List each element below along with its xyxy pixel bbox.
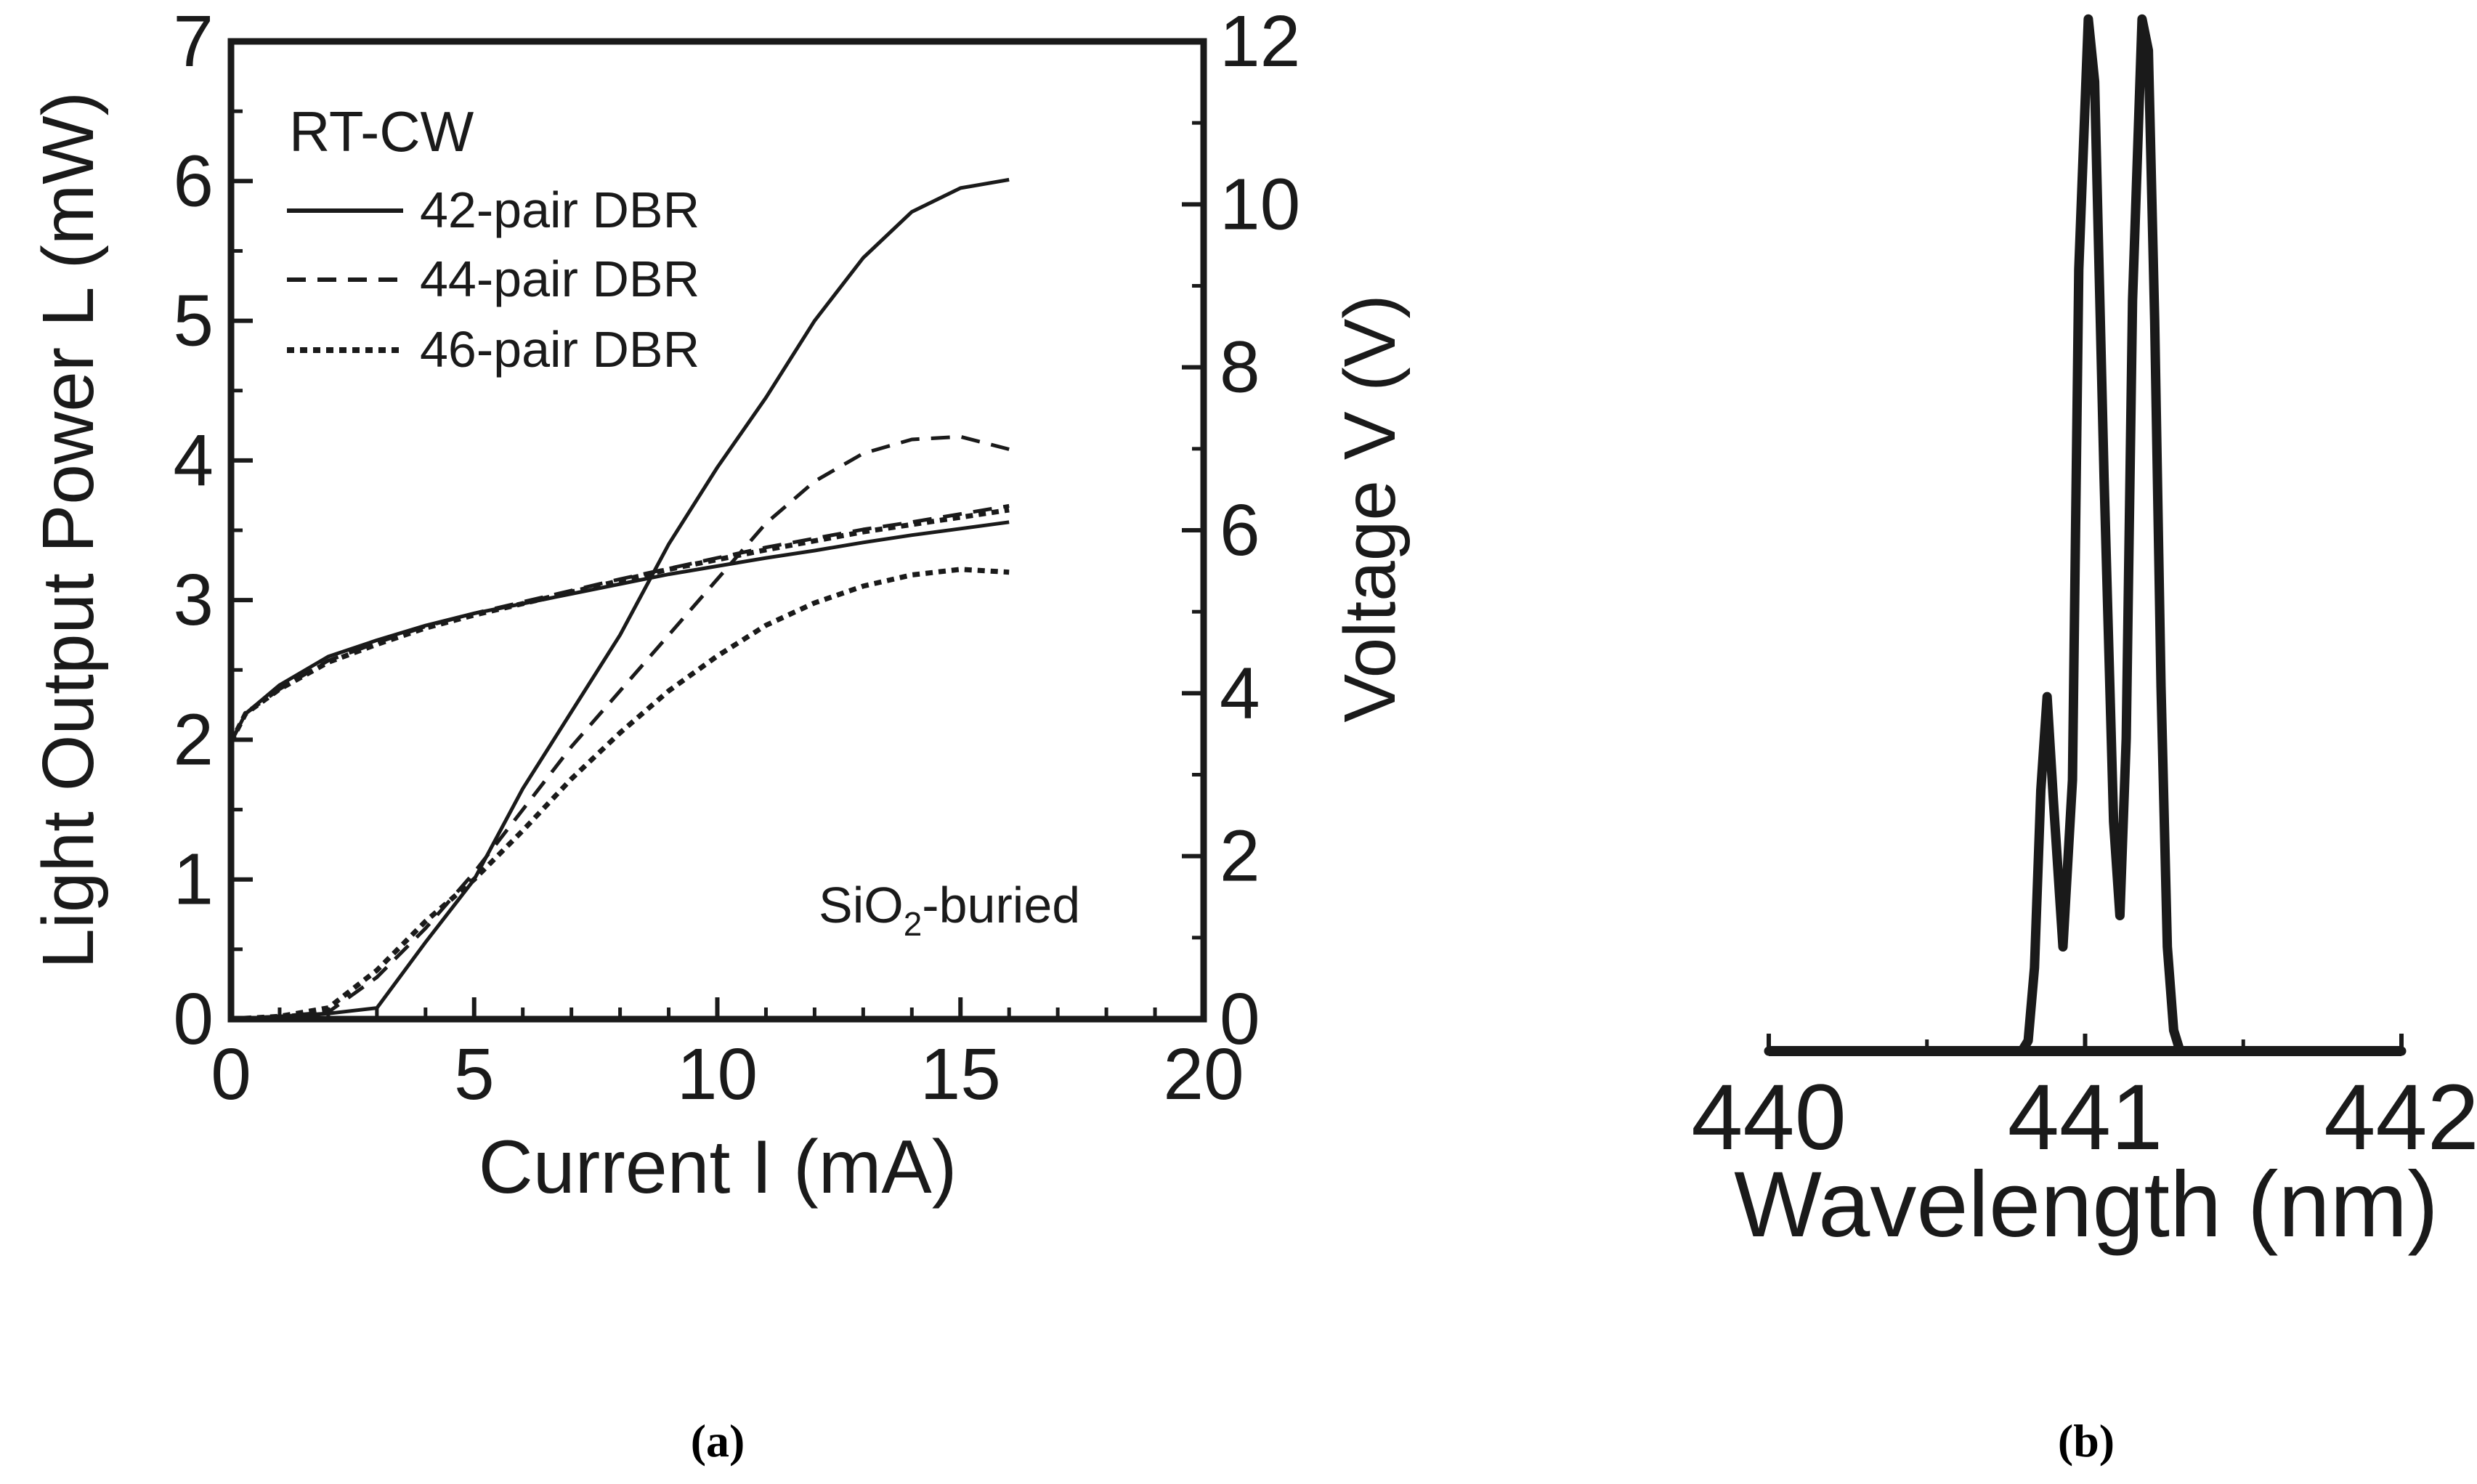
x-axis-ticks: 0 5 10 15 20 [211,997,1244,1115]
annotation-main: SiO [819,877,904,933]
x-axis-title-b: Wavelength (nm) [1734,1153,2439,1257]
y-left-tick-label: 7 [173,1,214,82]
x-tick-label: 20 [1163,1034,1244,1115]
annotation-sio2-buried: SiO2-buried [819,877,1080,943]
annotation-rest: -buried [922,877,1080,933]
series-l-46-pair-dbr [230,567,1010,1022]
y-right-tick-label: 10 [1220,163,1300,245]
y-left-tick-label: 6 [173,140,214,222]
legend-label-44: 44-pair DBR [420,251,700,307]
series-l-42-pair-dbr [230,177,1010,1021]
series-v-44-pair-dbr [229,503,1010,743]
legend-label-42: 42-pair DBR [420,182,700,238]
legend-label-46: 46-pair DBR [420,321,700,378]
y-left-tick-label: 2 [173,699,214,780]
y-left-tick-label: 1 [173,839,214,920]
y-right-tick-label: 8 [1220,327,1260,408]
y-right-tick-label: 4 [1220,652,1260,734]
panel-b-chart: 440 441 442 Wavelength (nm) [1691,14,2477,1257]
y-left-tick-label: 0 [173,978,214,1060]
y-left-tick-label: 4 [173,420,214,501]
y-axis-left-ticks: 0 1 2 3 4 5 6 7 [173,1,253,1060]
plot-frame-a [227,38,1207,1023]
x-tick-label: 5 [454,1034,495,1115]
y-axis-left-title: Light Output Power L (mW) [28,92,109,969]
x-tick-label: 15 [920,1034,1001,1115]
x-tick-label: 10 [677,1034,758,1115]
x-tick-label-b: 442 [2324,1066,2477,1169]
panel-label-a: (a) [691,1415,745,1467]
x-tick-label: 0 [211,1034,251,1115]
y-right-tick-label: 2 [1220,816,1260,897]
spectrum-line [1764,14,2407,1056]
x-tick-label-b: 440 [1691,1066,1846,1169]
series-v-46-pair-dbr [228,507,1010,744]
annotation-subscript: 2 [904,905,923,943]
x-tick-label-b: 441 [2008,1066,2163,1169]
y-right-tick-label: 12 [1220,1,1300,82]
spectrum-series [1764,14,2407,1056]
legend: RT-CW 42-pair DBR 44-pair DBR 46-pair DB… [287,100,700,378]
series-lines-a [228,177,1010,1022]
y-left-tick-label: 3 [173,559,214,641]
y-axis-right-ticks: 0 2 4 6 8 10 12 [1182,1,1300,1060]
y-right-tick-label: 0 [1220,978,1260,1060]
x-axis-ticks-b: 440 441 442 [1691,1034,2477,1169]
series-l-44-pair-dbr [230,434,1010,1021]
y-left-tick-label: 5 [173,280,214,362]
y-right-tick-label: 6 [1220,490,1260,571]
panel-label-b: (b) [2058,1415,2115,1467]
legend-title: RT-CW [289,100,474,163]
x-axis-title-a: Current I (mA) [479,1125,957,1209]
y-axis-right-title: Voltage V (V) [1329,294,1411,722]
